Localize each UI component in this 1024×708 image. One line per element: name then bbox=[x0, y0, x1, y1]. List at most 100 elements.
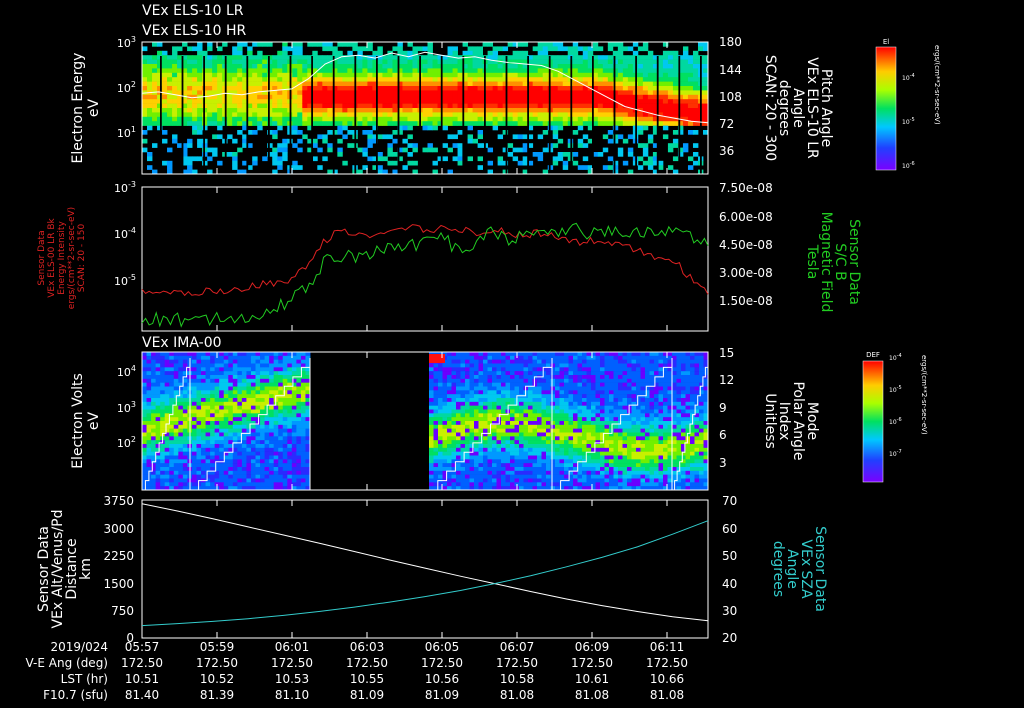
els-cell bbox=[427, 86, 433, 91]
els-cell bbox=[452, 81, 458, 87]
ima-cell bbox=[447, 436, 452, 441]
ima-cell bbox=[568, 367, 574, 372]
els-cell bbox=[607, 138, 614, 144]
ima-cell bbox=[537, 398, 542, 403]
els-cell bbox=[142, 130, 148, 135]
els-cell bbox=[327, 99, 333, 104]
els-cell bbox=[452, 103, 458, 109]
ima-cell bbox=[146, 371, 152, 376]
els-cell bbox=[407, 72, 413, 78]
els-cell bbox=[187, 121, 193, 126]
ima-cell bbox=[532, 482, 538, 487]
els-cell bbox=[297, 72, 303, 78]
ima-cell bbox=[523, 421, 529, 426]
ima-cell bbox=[438, 394, 443, 399]
ima-cell bbox=[465, 367, 470, 372]
ima-cell bbox=[260, 447, 265, 452]
els-cell bbox=[272, 134, 278, 140]
ima-cell bbox=[305, 363, 311, 368]
ima-cell bbox=[210, 398, 216, 403]
ima-cell bbox=[469, 470, 475, 475]
els-cell bbox=[652, 108, 659, 113]
ima-cell bbox=[223, 424, 229, 429]
ima-cell bbox=[510, 375, 515, 380]
ima-cell bbox=[505, 421, 511, 426]
ima-cell bbox=[282, 409, 288, 414]
ima-cell bbox=[469, 352, 475, 357]
ima-cell bbox=[559, 367, 565, 372]
ima-cell bbox=[164, 390, 170, 395]
els-cell bbox=[507, 77, 514, 82]
els-cell bbox=[217, 112, 223, 118]
els-cell bbox=[447, 68, 453, 74]
ima-cell bbox=[269, 436, 275, 441]
ima-cell bbox=[559, 474, 565, 479]
ima-cell bbox=[169, 413, 175, 418]
els-cell bbox=[327, 42, 333, 47]
els-cell bbox=[307, 90, 313, 96]
ima-cell bbox=[469, 432, 475, 437]
ima-cell bbox=[191, 355, 197, 360]
els-cell bbox=[312, 77, 318, 82]
ima-cell bbox=[559, 352, 565, 357]
ima-cell bbox=[564, 398, 569, 403]
els-cell bbox=[412, 72, 418, 78]
els-cell bbox=[677, 86, 684, 91]
els-cell bbox=[442, 55, 448, 60]
els-cell bbox=[397, 112, 403, 118]
els-cell bbox=[367, 81, 373, 87]
ima-cell bbox=[155, 424, 161, 429]
els-cell bbox=[687, 86, 694, 91]
ima-cell bbox=[496, 375, 502, 380]
ima-cell bbox=[278, 440, 284, 445]
ima-cell bbox=[219, 413, 225, 418]
ima-cell bbox=[478, 378, 484, 383]
ima-cell bbox=[573, 417, 578, 422]
ima-cell bbox=[559, 417, 565, 422]
ima-cell bbox=[447, 470, 452, 475]
ima-cell bbox=[164, 382, 170, 387]
els-cell bbox=[677, 77, 684, 82]
ima-cell bbox=[151, 444, 157, 449]
els-cell bbox=[237, 147, 243, 153]
ima-cell bbox=[228, 463, 234, 468]
els-cell bbox=[452, 112, 458, 118]
ima-cell bbox=[541, 359, 547, 364]
ima-cell bbox=[568, 359, 574, 364]
els-cell bbox=[382, 59, 388, 65]
els-cell bbox=[492, 112, 499, 118]
els-cell bbox=[527, 103, 534, 109]
els-cell bbox=[382, 134, 388, 140]
els-cell bbox=[167, 64, 173, 69]
ima-cell bbox=[523, 474, 529, 479]
els-cell bbox=[527, 99, 534, 104]
ima-cell bbox=[469, 474, 475, 479]
ima-cell bbox=[568, 467, 574, 472]
ima-cell bbox=[577, 486, 583, 491]
ima-cell bbox=[465, 398, 470, 403]
els-cell bbox=[607, 81, 614, 87]
els-cell bbox=[562, 99, 569, 104]
ima-cell bbox=[442, 482, 448, 487]
ima-cell bbox=[528, 444, 533, 449]
ima-cell bbox=[223, 470, 229, 475]
els-cell bbox=[687, 68, 694, 74]
ima-cell bbox=[532, 378, 538, 383]
ima-cell bbox=[269, 401, 275, 406]
els-cell bbox=[607, 42, 614, 47]
ima-cell bbox=[555, 371, 560, 376]
ima-cell bbox=[474, 440, 479, 445]
ima-cell bbox=[510, 444, 515, 449]
els-cell bbox=[627, 121, 634, 126]
ima-cell bbox=[155, 478, 161, 483]
ima-cell bbox=[142, 401, 147, 406]
els-cell bbox=[262, 59, 268, 65]
els-cell bbox=[327, 64, 333, 69]
ima-cell bbox=[456, 482, 461, 487]
els-cell bbox=[672, 103, 679, 109]
ima-cell bbox=[219, 486, 225, 491]
ima-cell bbox=[282, 478, 288, 483]
els-cell bbox=[327, 103, 333, 109]
els-cell bbox=[307, 81, 313, 87]
els-cell bbox=[362, 46, 368, 52]
